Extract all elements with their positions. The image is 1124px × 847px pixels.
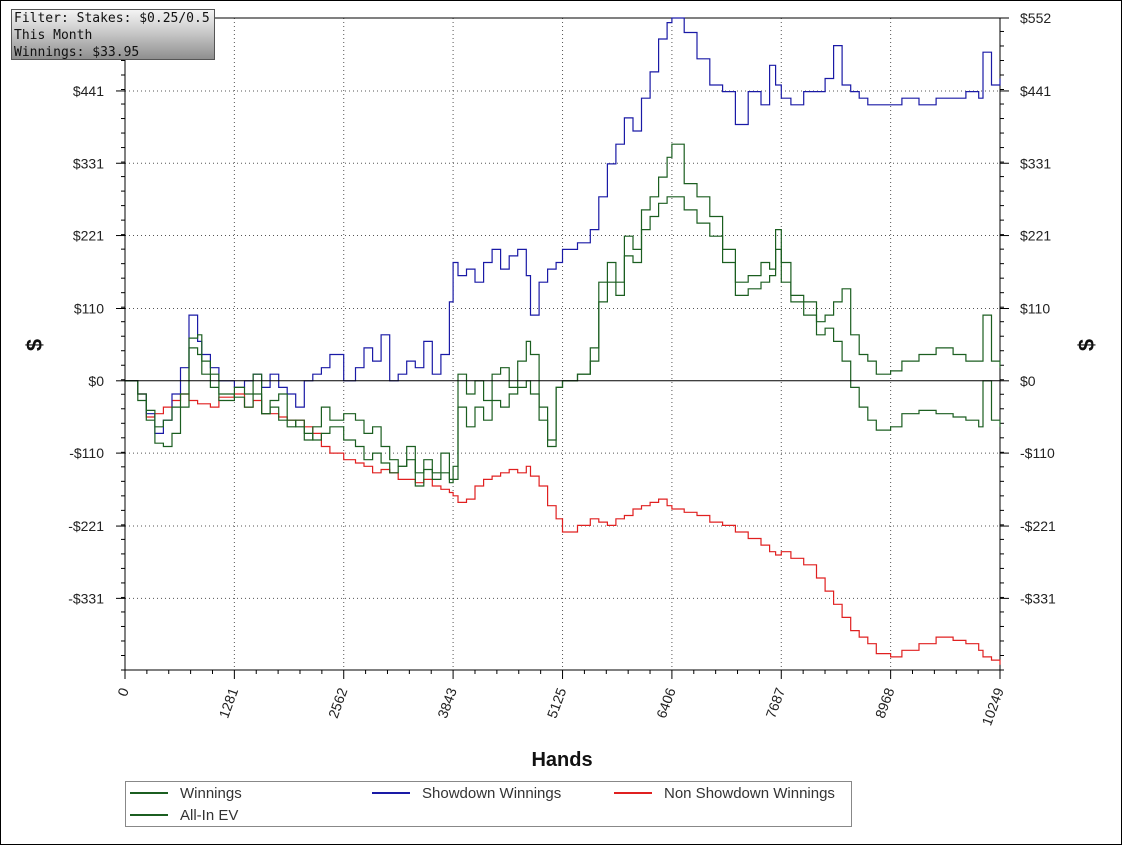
y-tick-label-left: $221 <box>73 228 104 244</box>
legend-label-winnings: Winnings <box>180 784 242 802</box>
y-tick-label-right: -$221 <box>1020 518 1056 534</box>
y-axis-label-left: $ <box>22 339 47 351</box>
y-tick-label-left: -$221 <box>68 518 104 534</box>
y-tick-label-right: $221 <box>1020 228 1051 244</box>
filter-winnings-text: Winnings: $33.95 <box>14 45 140 60</box>
legend-label-non-showdown-winnings: Non Showdown Winnings <box>664 784 835 802</box>
series-all-in-ev <box>125 196 1001 484</box>
series-non-showdown-winnings <box>125 380 1001 665</box>
legend-swatch-non-showdown-winnings <box>614 792 652 794</box>
x-tick-label: 2562 <box>325 685 351 720</box>
y-tick-label-left: -$331 <box>68 590 104 606</box>
legend-swatch-showdown-winnings <box>372 792 410 794</box>
filter-info-box: Filter: Stakes: $0.25/0.5 NL This Month … <box>11 9 215 60</box>
y-tick-label-right: $552 <box>1020 10 1051 26</box>
filter-period-text: This Month <box>14 28 93 43</box>
y-tick-label-right: $331 <box>1020 155 1051 171</box>
y-tick-label-left: $331 <box>73 155 104 171</box>
grid <box>125 18 1000 670</box>
y-tick-label-right: $441 <box>1020 83 1051 99</box>
x-tick-label: 0 <box>114 685 132 698</box>
filter-stakes-text: Filter: Stakes: $0.25/0.5 NL <box>14 11 215 26</box>
legend-item-showdown-winnings: Showdown Winnings <box>372 783 561 803</box>
y-tick-label-left: $441 <box>73 83 104 99</box>
y-tick-label-left: $110 <box>74 301 104 317</box>
x-tick-label: 5125 <box>544 685 570 720</box>
x-axis-label: Hands <box>531 749 592 771</box>
y-tick-label-right: -$110 <box>1020 445 1055 461</box>
legend-item-all-in-ev: All-In EV <box>130 805 238 825</box>
y-axis-label-right: $ <box>1074 339 1099 351</box>
y-tick-label-right: $0 <box>1020 373 1036 389</box>
y-tick-label-left: $0 <box>88 373 104 389</box>
x-tick-label: 3843 <box>434 685 460 720</box>
legend-swatch-winnings <box>130 792 168 794</box>
y-tick-label-right: $110 <box>1020 301 1050 317</box>
series-showdown-winnings <box>125 17 1001 434</box>
series-winnings <box>125 143 1001 487</box>
tick-labels: 0128125623843512564067687896810249$552$5… <box>68 10 1056 728</box>
legend-item-winnings: Winnings <box>130 783 242 803</box>
legend-swatch-all-in-ev <box>130 814 168 816</box>
x-tick-label: 7687 <box>762 685 788 720</box>
y-tick-label-right: -$331 <box>1020 590 1056 606</box>
x-tick-label: 10249 <box>978 685 1006 727</box>
x-tick-label: 1281 <box>215 685 241 720</box>
legend-item-non-showdown-winnings: Non Showdown Winnings <box>614 783 835 803</box>
plot-area-border <box>124 17 1001 671</box>
legend-label-showdown-winnings: Showdown Winnings <box>422 784 562 802</box>
y-tick-label-left: -$110 <box>69 445 104 461</box>
legend: Winnings Showdown Winnings Non Showdown … <box>125 781 852 827</box>
axis-ticks <box>116 17 1009 679</box>
x-tick-label: 8968 <box>872 685 898 720</box>
x-tick-label: 6406 <box>653 685 679 720</box>
legend-label-all-in-ev: All-In EV <box>180 806 239 824</box>
series-lines <box>125 17 1001 665</box>
